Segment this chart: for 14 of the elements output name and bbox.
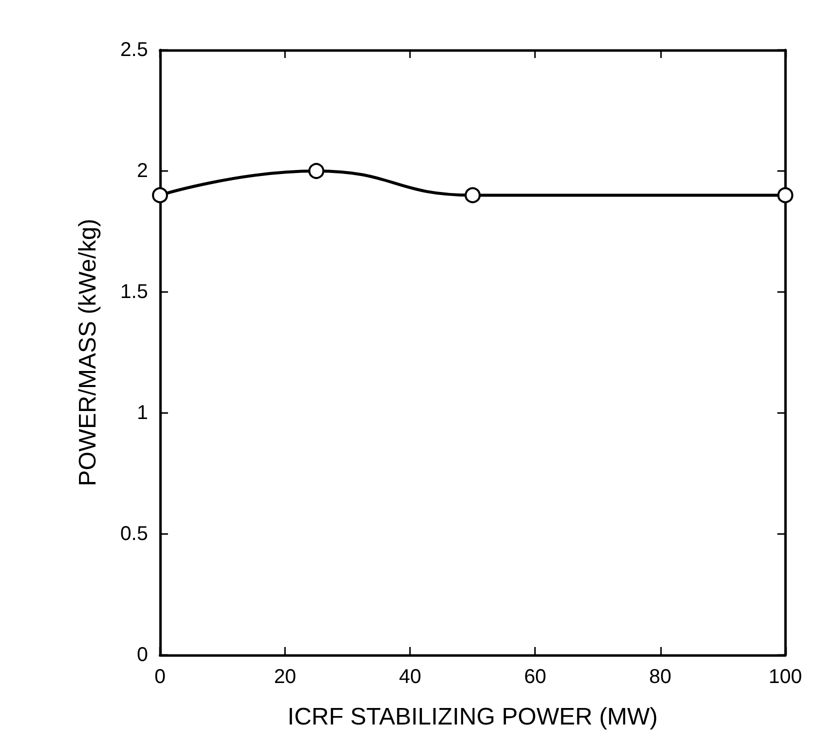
- x-tick-label: 20: [274, 666, 296, 688]
- y-axis-title: POWER/MASS (kWe/kg): [74, 218, 102, 486]
- y-tick-label: 1.5: [120, 281, 148, 303]
- x-axis-title: ICRF STABILIZING POWER (MW): [288, 704, 658, 730]
- y-tick-label: 0: [136, 644, 148, 666]
- x-tick-label: 0: [154, 666, 166, 688]
- y-tick-label: 1: [136, 402, 148, 424]
- y-tick-label: 0.5: [120, 523, 148, 545]
- x-tick-label: 100: [768, 666, 802, 688]
- x-tick-label: 40: [399, 666, 422, 688]
- x-tick-label: 80: [649, 666, 672, 688]
- y-tick-label: 2: [136, 160, 148, 182]
- y-tick-label: 2.5: [120, 39, 148, 61]
- x-tick-label: 60: [524, 666, 546, 688]
